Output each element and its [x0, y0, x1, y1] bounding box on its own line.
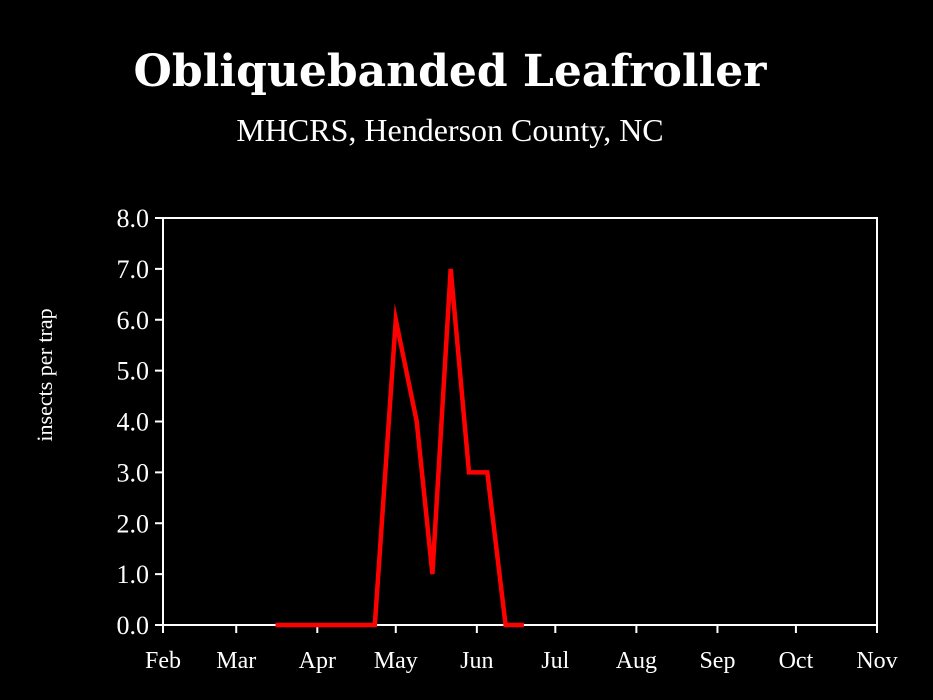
plot-area	[162, 217, 878, 626]
x-tick-label: Jul	[541, 648, 569, 674]
chart-subtitle: MHCRS, Henderson County, NC	[236, 112, 664, 148]
y-tick-label: 2.0	[117, 509, 150, 538]
y-tick-label: 5.0	[117, 357, 150, 386]
y-tick-label: 8.0	[117, 204, 150, 233]
y-axis-label: insects per trap	[32, 308, 57, 441]
x-tick-label: Feb	[145, 648, 181, 674]
series-layer	[275, 268, 525, 628]
x-tick-label: Mar	[216, 648, 256, 674]
y-tick-label: 4.0	[117, 408, 150, 437]
y-axis: 0.0 1.0 2.0 3.0 4.0 5.0 6.0 7.0 8.0	[117, 204, 163, 640]
y-tick-label: 3.0	[117, 458, 150, 487]
y-tick-label: 6.0	[117, 306, 150, 335]
chart-title: Obliquebanded Leafroller	[133, 46, 767, 97]
x-axis: Feb Mar Apr May Jun Jul Aug Sep Oct Nov	[145, 625, 898, 674]
x-tick-label: Oct	[779, 648, 814, 674]
x-tick-label: Nov	[856, 648, 897, 674]
plot-border	[162, 217, 878, 626]
x-tick-label: Sep	[699, 648, 735, 674]
x-tick-label: May	[374, 648, 418, 674]
series-line	[275, 268, 524, 628]
x-tick-label: Aug	[616, 648, 657, 674]
x-tick-label: Jun	[460, 648, 493, 674]
y-tick-label: 0.0	[117, 611, 150, 640]
y-tick-label: 7.0	[117, 255, 150, 284]
x-tick-label: Apr	[299, 648, 336, 674]
y-tick-label: 1.0	[117, 560, 150, 589]
